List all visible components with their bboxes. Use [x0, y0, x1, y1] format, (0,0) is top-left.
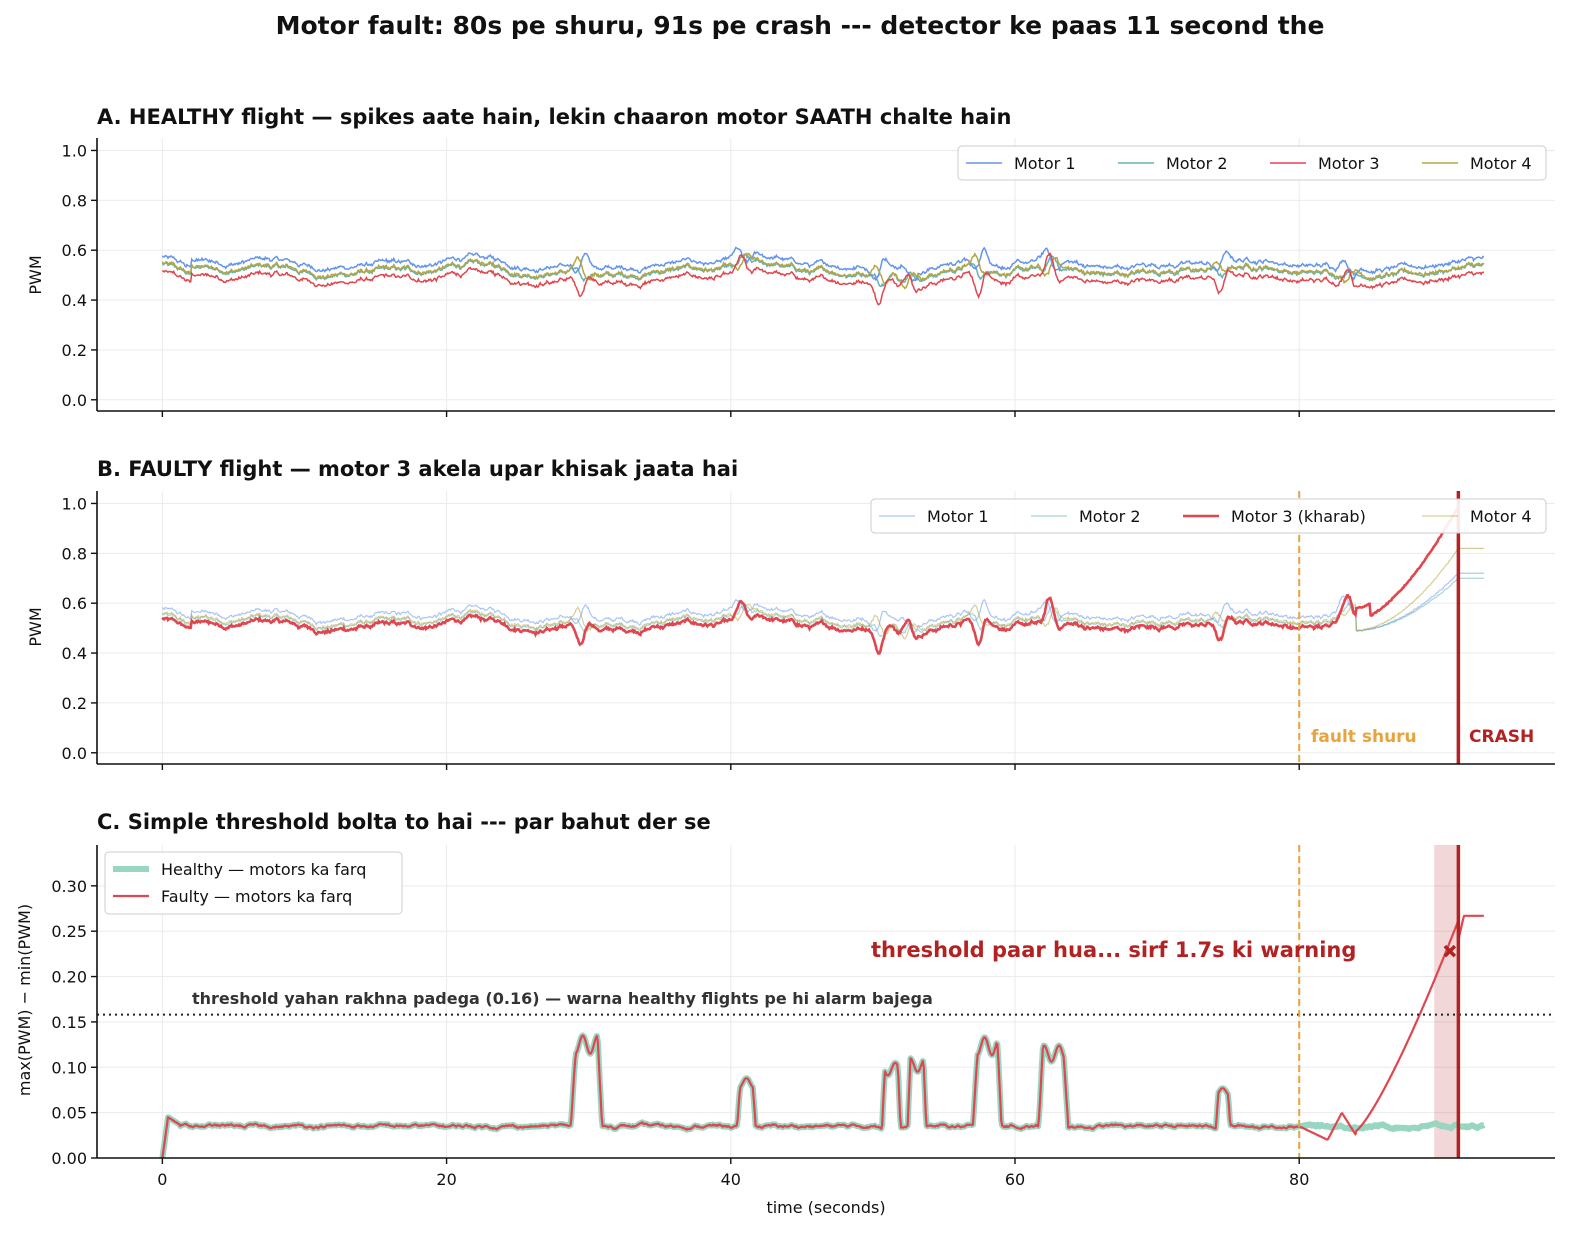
y-tick-label: 0.00: [51, 1149, 87, 1168]
panel-c-legend: Healthy — motors ka farq Faulty — motors …: [104, 851, 403, 915]
y-tick-label: 0.25: [51, 922, 87, 941]
x-tick-label: 80: [1289, 1170, 1309, 1189]
y-tick-label: 0.6: [62, 594, 87, 613]
panel-a: A. HEALTHY flight — spikes aate hain, le…: [26, 105, 1555, 417]
x-tick-label: 40: [721, 1170, 741, 1189]
figure-title: Motor fault: 80s pe shuru, 91s pe crash …: [276, 11, 1325, 40]
panel-c-ylabel: max(PWM) − min(PWM): [15, 904, 34, 1096]
panel-b: B. FAULTY flight — motor 3 akela upar kh…: [26, 457, 1555, 770]
panel-a-legend: Motor 1 Motor 2 Motor 3 Motor 4: [957, 145, 1547, 181]
y-tick-label: 0.30: [51, 877, 87, 896]
fault-start-label: fault shuru: [1311, 727, 1417, 747]
y-tick-label: 0.20: [51, 968, 87, 987]
series-line-motor-1: [161, 573, 1458, 634]
legend-entry: Motor 2: [1166, 154, 1228, 173]
y-tick-label: 0.15: [51, 1013, 87, 1032]
panel-c-xlabel: time (seconds): [766, 1198, 885, 1217]
warning-window: [1434, 845, 1459, 1158]
panel-b-ylabel: PWM: [26, 607, 45, 646]
series-line-motor-3: [161, 252, 1485, 306]
series-line-faulty: [161, 914, 1485, 1159]
warning-label: threshold paar hua... sirf 1.7s ki warni…: [871, 938, 1356, 962]
legend-entry: Faulty — motors ka farq: [161, 887, 352, 906]
x-tick-label: 20: [436, 1170, 456, 1189]
y-tick-label: 0.10: [51, 1058, 87, 1077]
panel-c: C. Simple threshold bolta to hai --- par…: [15, 810, 1555, 1217]
series-line-motor-2: [161, 578, 1458, 638]
legend-entry: Motor 2: [1079, 507, 1141, 526]
series-line-motor-4: [161, 549, 1459, 640]
legend-box: [957, 145, 1547, 181]
y-tick-label: 0.8: [62, 191, 87, 210]
panel-b-lines: [161, 491, 1484, 764]
panel-b-grid: [97, 491, 1555, 764]
panel-b-legend: Motor 1 Motor 2 Motor 3 (kharab) Motor 4: [870, 498, 1547, 534]
panel-b-axes: 0.0 0.2 0.4 0.6 0.8 1.0: [62, 491, 1555, 770]
series-line-motor-3: [161, 507, 1459, 655]
x-tick-label: 0: [157, 1170, 167, 1189]
y-tick-label: 0.8: [62, 544, 87, 563]
panel-c-axes: 0 20 40 60 80 0.00 0.05 0.10 0.15 0.20 0.25 0.30: [51, 845, 1555, 1189]
y-tick-label: 0.2: [62, 694, 87, 713]
y-tick-label: 0.6: [62, 241, 87, 260]
x-tick-label: 60: [1005, 1170, 1025, 1189]
threshold-label: threshold yahan rakhna padega (0.16) — w…: [192, 989, 933, 1008]
y-tick-label: 0.0: [62, 744, 87, 763]
y-tick-label: 1.0: [62, 494, 87, 513]
warning-marker: [1443, 944, 1457, 958]
legend-entry: Motor 4: [1470, 507, 1532, 526]
y-tick-label: 0.0: [62, 391, 87, 410]
legend-entry: Motor 3: [1318, 154, 1380, 173]
y-tick-label: 1.0: [62, 141, 87, 160]
legend-entry: Motor 4: [1470, 154, 1532, 173]
y-tick-label: 0.05: [51, 1104, 87, 1123]
y-tick-label: 0.4: [62, 291, 87, 310]
y-tick-label: 0.2: [62, 341, 87, 360]
series-line-healthy: [159, 1032, 1486, 1159]
legend-entry: Healthy — motors ka farq: [161, 860, 366, 879]
legend-box: [104, 851, 403, 915]
panel-b-title: B. FAULTY flight — motor 3 akela upar kh…: [97, 457, 738, 481]
legend-entry: Motor 3 (kharab): [1231, 507, 1366, 526]
panel-c-lines: [97, 845, 1555, 1159]
panel-a-title: A. HEALTHY flight — spikes aate hain, le…: [97, 105, 1011, 129]
legend-entry: Motor 1: [927, 507, 989, 526]
panel-a-ylabel: PWM: [26, 255, 45, 294]
panel-c-title: C. Simple threshold bolta to hai --- par…: [97, 810, 711, 834]
panel-a-axes: 0.0 0.2 0.4 0.6 0.8 1.0: [62, 138, 1555, 417]
series-line-motor-1: [161, 246, 1485, 283]
legend-entry: Motor 1: [1014, 154, 1076, 173]
panel-a-lines: [161, 246, 1485, 306]
y-tick-label: 0.4: [62, 644, 87, 663]
series-line-motor-4: [161, 252, 1485, 290]
crash-label: CRASH: [1469, 727, 1534, 747]
